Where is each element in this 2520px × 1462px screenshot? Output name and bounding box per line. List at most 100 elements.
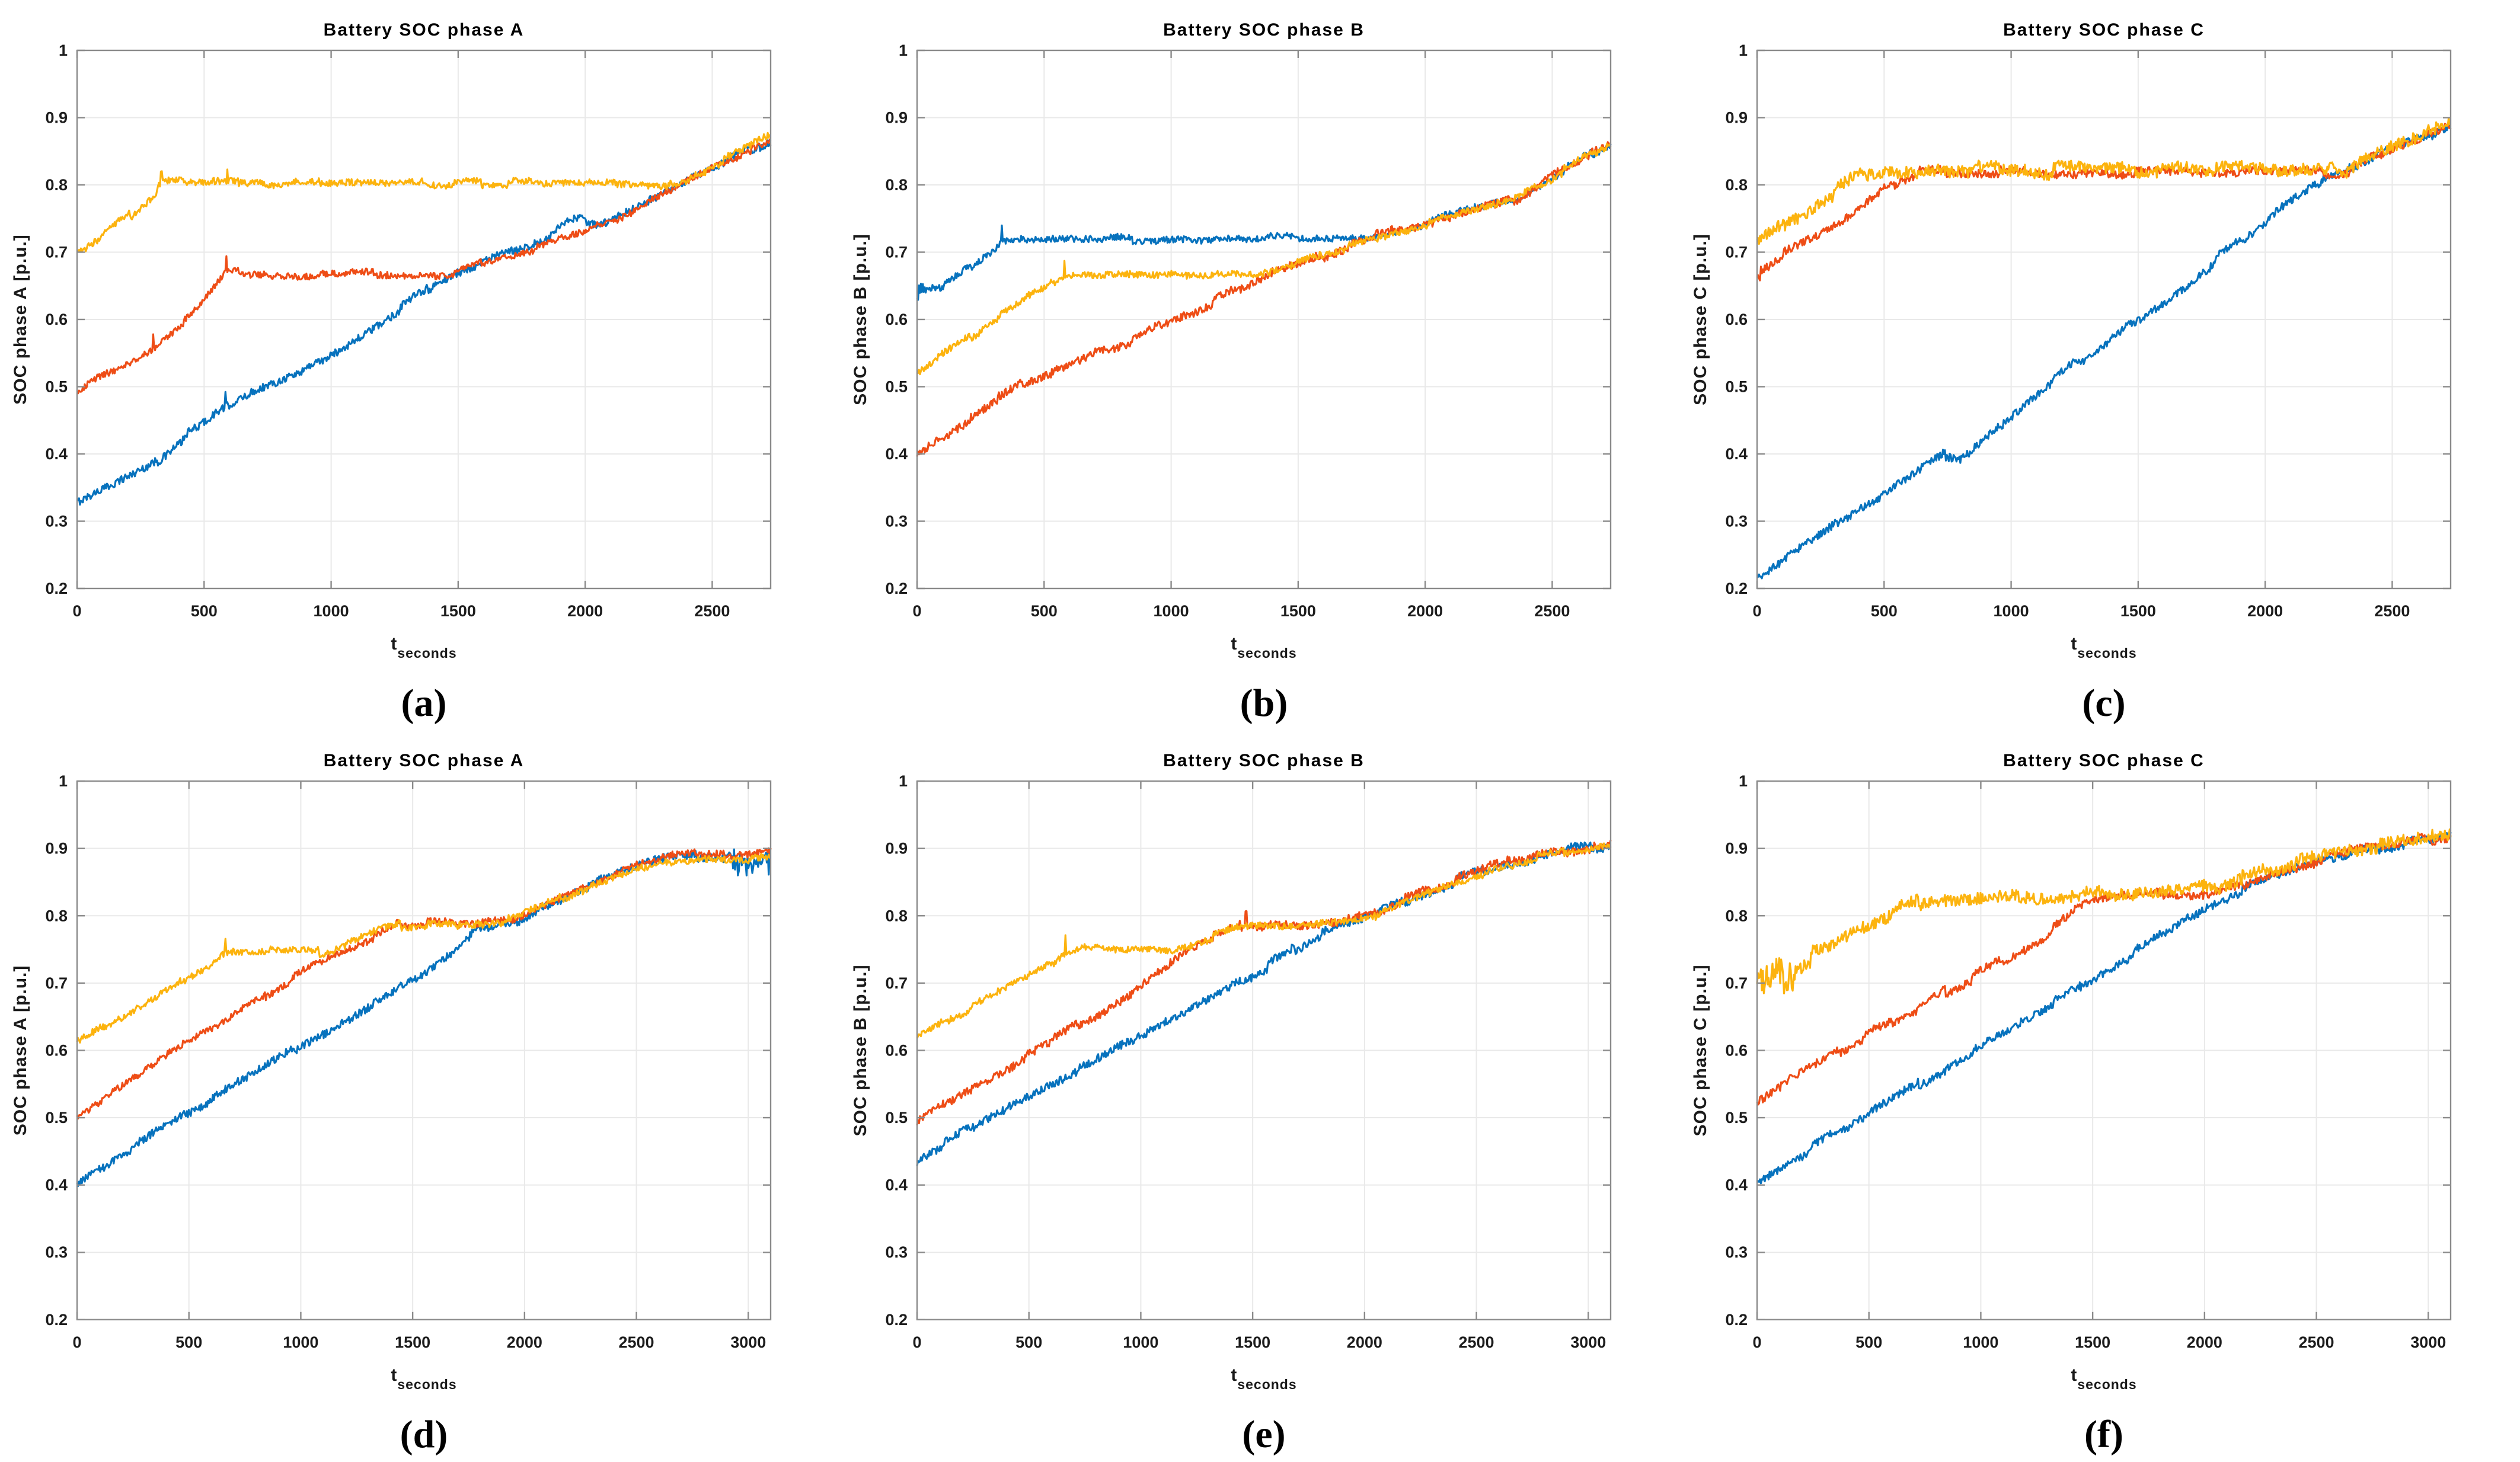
chart-title: Battery SOC phase A bbox=[324, 751, 525, 770]
x-tick-label: 0 bbox=[912, 1333, 921, 1351]
y-tick-label: 1 bbox=[59, 772, 68, 790]
x-axis-label: tseconds bbox=[1231, 634, 1296, 661]
x-tick-label: 2000 bbox=[1347, 1333, 1382, 1351]
subplot-e: 0 500 1000 1500 2000 2500 3000 0.2 0.3 0.4 0.5 0.6 0… bbox=[840, 731, 1680, 1462]
series-line-soc-b2-blue bbox=[916, 842, 1612, 1166]
subplot-d: 0 500 1000 1500 2000 2500 3000 0.2 0.3 0.4 0.5 0.6 0… bbox=[0, 731, 840, 1462]
y-tick-label: 1 bbox=[899, 41, 908, 59]
y-tick-label: 0.5 bbox=[885, 1109, 908, 1127]
x-tick-label: 1500 bbox=[2075, 1333, 2110, 1351]
y-tick-label: 0.5 bbox=[45, 1109, 68, 1127]
series-line-soc-c-blue bbox=[1756, 123, 2451, 580]
y-axis-label: SOC phase B [p.u.] bbox=[851, 233, 870, 405]
x-tick-label: 1500 bbox=[2120, 602, 2156, 620]
series-line-soc-c-yellow bbox=[1756, 117, 2451, 245]
chart-battery-soc-phase-c-case1: 0 500 1000 1500 2000 2500 0.2 0.3 0.4 0.5 0.6 0.7 0.… bbox=[1691, 20, 2452, 725]
x-axis-label: tseconds bbox=[391, 634, 456, 661]
y-tick-label: 0.8 bbox=[45, 907, 68, 924]
y-tick-label: 0.8 bbox=[885, 176, 908, 194]
x-tick-label: 500 bbox=[1015, 1333, 1042, 1351]
x-tick-label: 3000 bbox=[2410, 1333, 2446, 1351]
y-tick-label: 1 bbox=[899, 772, 908, 790]
x-tick-label: 1000 bbox=[1123, 1333, 1158, 1351]
y-tick-label: 0.5 bbox=[1725, 378, 1748, 396]
y-tick-label: 0.4 bbox=[45, 1176, 68, 1194]
y-axis-label: SOC phase C [p.u.] bbox=[1691, 233, 1710, 405]
x-tick-label: 2000 bbox=[507, 1333, 542, 1351]
y-tick-label: 0.3 bbox=[1725, 1243, 1748, 1261]
x-tick-label: 2000 bbox=[567, 602, 603, 620]
series-line-soc-a-yellow bbox=[76, 132, 771, 253]
x-tick-label: 2500 bbox=[1534, 602, 1570, 620]
x-tick-label: 500 bbox=[1855, 1333, 1882, 1351]
plot-area: 0 500 1000 1500 2000 2500 0.2 0.3 0.4 0.5 0.6 0.7 0.… bbox=[45, 41, 772, 620]
x-tick-label: 1500 bbox=[1235, 1333, 1270, 1351]
series-line-soc-b-yellow bbox=[916, 143, 1612, 376]
x-axis-label: tseconds bbox=[1231, 1365, 1296, 1392]
x-tick-label: 2500 bbox=[694, 602, 730, 620]
subplot-c: 0 500 1000 1500 2000 2500 0.2 0.3 0.4 0.5 0.6 0.7 0.… bbox=[1680, 0, 2520, 731]
y-tick-label: 0.9 bbox=[1725, 109, 1748, 127]
x-tick-label: 1500 bbox=[440, 602, 476, 620]
y-tick-label: 0.9 bbox=[45, 840, 68, 858]
y-tick-label: 0.7 bbox=[885, 244, 908, 261]
x-tick-label: 2500 bbox=[2299, 1333, 2334, 1351]
y-tick-label: 0.3 bbox=[45, 1243, 68, 1261]
y-tick-label: 0.2 bbox=[885, 1311, 908, 1329]
plot-area: 0 500 1000 1500 2000 2500 0.2 0.3 0.4 0.5 0.6 0.7 0.… bbox=[1725, 41, 2452, 620]
y-tick-label: 0.9 bbox=[885, 109, 908, 127]
plot-area: 0 500 1000 1500 2000 2500 3000 0.2 0.3 0.4 0.5 0.6 0… bbox=[1725, 772, 2452, 1351]
y-tick-label: 0.7 bbox=[45, 244, 68, 261]
x-tick-label: 2000 bbox=[2247, 602, 2283, 620]
x-tick-label: 2500 bbox=[619, 1333, 654, 1351]
chart-battery-soc-phase-a-case1: 0 500 1000 1500 2000 2500 0.2 0.3 0.4 0.5 0.6 0.7 0.… bbox=[11, 20, 772, 725]
y-tick-label: 0.2 bbox=[885, 580, 908, 597]
y-tick-label: 1 bbox=[59, 41, 68, 59]
y-axis-label: SOC phase C [p.u.] bbox=[1691, 965, 1710, 1137]
series-line-soc-c2-yellow bbox=[1756, 828, 2452, 994]
x-tick-label: 0 bbox=[912, 602, 921, 620]
x-tick-label: 2000 bbox=[1407, 602, 1443, 620]
y-tick-label: 0.6 bbox=[1725, 311, 1748, 328]
series-line-soc-a2-orange bbox=[76, 847, 772, 1120]
y-tick-label: 0.3 bbox=[45, 513, 68, 530]
subplot-caption-d: (d) bbox=[400, 1413, 448, 1456]
y-tick-label: 0.3 bbox=[1725, 513, 1748, 530]
chart-title: Battery SOC phase C bbox=[2003, 20, 2205, 40]
x-tick-label: 1000 bbox=[314, 602, 349, 620]
x-tick-label: 0 bbox=[72, 1333, 81, 1351]
chart-battery-soc-phase-a-case2: 0 500 1000 1500 2000 2500 3000 0.2 0.3 0.4 0.5 0.6 0… bbox=[11, 751, 772, 1456]
x-axis-label: tseconds bbox=[2071, 634, 2136, 661]
y-axis-label: SOC phase B [p.u.] bbox=[851, 965, 870, 1137]
subplot-b: 0 500 1000 1500 2000 2500 0.2 0.3 0.4 0.5 0.6 0.7 0.… bbox=[840, 0, 1680, 731]
series-line-soc-c-orange bbox=[1756, 123, 2452, 281]
series-line-soc-c2-blue bbox=[1756, 831, 2452, 1185]
y-tick-label: 0.2 bbox=[45, 580, 68, 597]
series-line-soc-a-blue bbox=[76, 139, 772, 506]
y-tick-label: 0.7 bbox=[45, 974, 68, 992]
y-tick-label: 0.6 bbox=[45, 311, 68, 328]
y-tick-label: 0.2 bbox=[45, 1311, 68, 1329]
y-tick-label: 0.6 bbox=[885, 1041, 908, 1059]
chart-battery-soc-phase-b-case1: 0 500 1000 1500 2000 2500 0.2 0.3 0.4 0.5 0.6 0.7 0.… bbox=[851, 20, 1612, 725]
y-tick-label: 0.9 bbox=[1725, 840, 1748, 858]
x-tick-label: 0 bbox=[72, 602, 81, 620]
y-tick-label: 0.4 bbox=[45, 445, 68, 463]
y-tick-label: 0.3 bbox=[885, 513, 908, 530]
y-tick-label: 0.2 bbox=[1725, 1311, 1748, 1329]
subplot-caption-a: (a) bbox=[401, 682, 447, 725]
plot-area: 0 500 1000 1500 2000 2500 3000 0.2 0.3 0.4 0.5 0.6 0… bbox=[885, 772, 1612, 1351]
x-axis-label: tseconds bbox=[2071, 1365, 2136, 1392]
y-tick-label: 0.3 bbox=[885, 1243, 908, 1261]
subplot-caption-b: (b) bbox=[1240, 682, 1288, 725]
plot-area: 0 500 1000 1500 2000 2500 0.2 0.3 0.4 0.5 0.6 0.7 0.… bbox=[885, 41, 1612, 620]
y-tick-label: 0.5 bbox=[1725, 1109, 1748, 1127]
x-tick-label: 500 bbox=[1871, 602, 1898, 620]
y-tick-label: 0.4 bbox=[1725, 1176, 1748, 1194]
y-tick-label: 1 bbox=[1739, 772, 1748, 790]
y-tick-label: 1 bbox=[1739, 41, 1748, 59]
x-tick-label: 3000 bbox=[730, 1333, 766, 1351]
chart-title: Battery SOC phase C bbox=[2003, 751, 2205, 770]
y-tick-label: 0.7 bbox=[1725, 244, 1748, 261]
